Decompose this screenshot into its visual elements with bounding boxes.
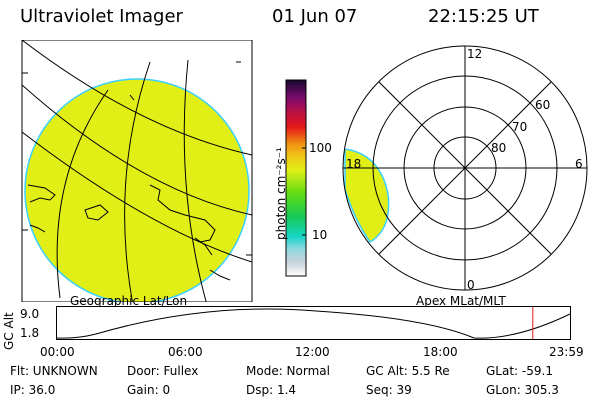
coastline <box>84 204 109 221</box>
colorbar-scale <box>285 79 307 277</box>
altitude-plot <box>56 306 571 340</box>
status-ip: IP: 36.0 <box>10 383 56 397</box>
parallel-line <box>22 131 252 263</box>
colorbar-tick-10: 10 <box>312 228 328 242</box>
status-gc-alt: GC Alt: 5.5 Re <box>366 364 450 378</box>
parallel-line <box>22 84 252 216</box>
date-label: 01 Jun 07 <box>272 6 358 27</box>
colorbar <box>285 79 307 277</box>
mlt-line-diag <box>378 81 552 255</box>
polar-plot <box>342 45 588 291</box>
status-seq: Seq: 39 <box>366 383 412 397</box>
mlt-label-0: 0 <box>467 278 475 292</box>
time-tick-4: 23:59 <box>549 345 584 359</box>
geographic-map <box>21 40 253 302</box>
altitude-axis-label: GC Alt <box>2 312 16 350</box>
parallel-line <box>22 40 252 156</box>
mlat-label-80: 80 <box>491 141 507 155</box>
mlat-label-60: 60 <box>535 98 551 112</box>
mlt-label-18: 18 <box>346 157 362 171</box>
meridian-line <box>124 61 151 302</box>
instrument-title: Ultraviolet Imager <box>20 6 183 27</box>
map-frame <box>21 40 253 302</box>
time-label: 22:15:25 UT <box>428 6 539 27</box>
status-gain: Gain: 0 <box>127 383 171 397</box>
meridian-line <box>183 59 207 302</box>
time-tick-1: 06:00 <box>168 345 203 359</box>
time-tick-3: 18:00 <box>423 345 458 359</box>
altitude-tick-high: 9.0 <box>20 307 40 321</box>
coastline <box>194 237 213 256</box>
coastline <box>149 184 216 243</box>
mlat-label-70: 70 <box>512 120 528 134</box>
geo-map-label: Geographic Lat/Lon <box>70 294 188 308</box>
meridian-line <box>56 89 109 299</box>
status-flight: Flt: UNKNOWN <box>10 364 98 378</box>
aurora-region <box>344 148 390 244</box>
earth-disc <box>24 78 250 302</box>
coastline <box>29 224 46 233</box>
mlt-label-6: 6 <box>575 157 583 171</box>
status-door: Door: Fullex <box>127 364 199 378</box>
altitude-plot-frame <box>56 306 571 340</box>
status-dsp: Dsp: 1.4 <box>246 383 297 397</box>
altitude-tick-low: 1.8 <box>20 326 40 340</box>
altitude-curve <box>56 308 571 339</box>
status-mode: Mode: Normal <box>246 364 330 378</box>
coastline <box>209 269 231 281</box>
colorbar-units-label: photon cm⁻²s⁻¹ <box>274 147 288 240</box>
status-glon: GLon: 305.3 <box>486 383 559 397</box>
colorbar-tick-100: 100 <box>309 141 332 155</box>
status-glat: GLat: -59.1 <box>486 364 553 378</box>
coastline <box>27 184 56 203</box>
polar-plot-label: Apex MLat/MLT <box>416 294 506 308</box>
time-tick-2: 12:00 <box>295 345 330 359</box>
time-tick-0: 00:00 <box>40 345 75 359</box>
mlt-label-12: 12 <box>467 47 483 61</box>
coastline <box>129 94 135 101</box>
